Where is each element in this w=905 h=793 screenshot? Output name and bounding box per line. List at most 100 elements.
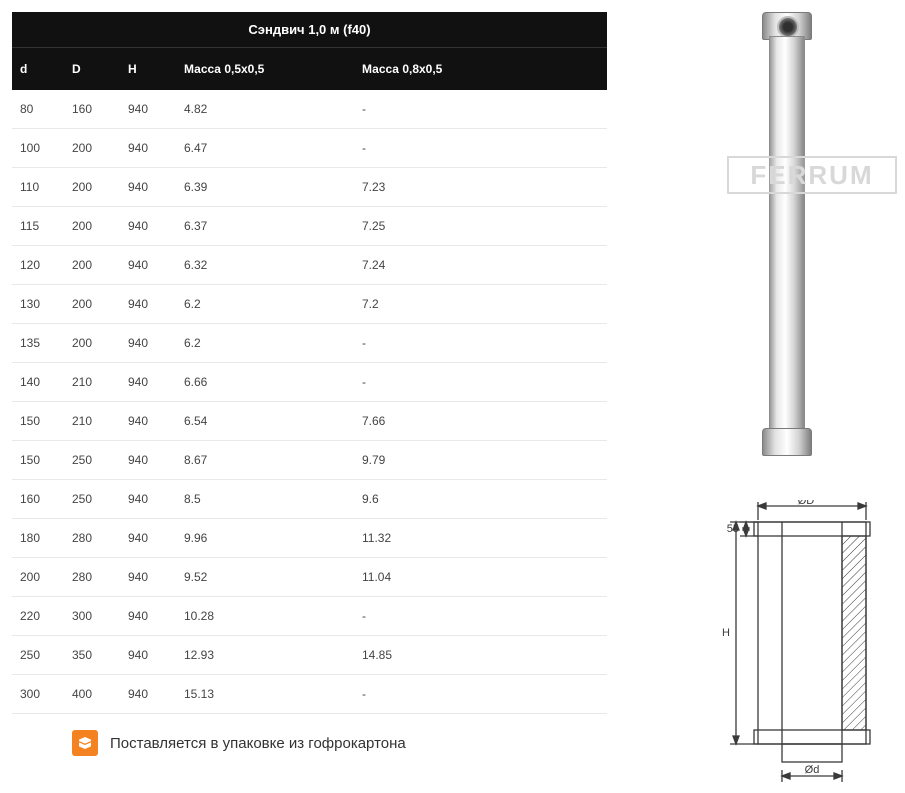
table-cell: 150 (12, 402, 64, 441)
table-cell: 6.2 (176, 285, 354, 324)
table-row: 1802809409.9611.32 (12, 519, 607, 558)
table-cell: 940 (120, 675, 176, 714)
table-cell: 12.93 (176, 636, 354, 675)
label-outer-d: ØD (798, 500, 815, 507)
table-cell: 210 (64, 363, 120, 402)
table-cell: 7.66 (354, 402, 607, 441)
table-row: 1152009406.377.25 (12, 207, 607, 246)
table-cell: 115 (12, 207, 64, 246)
packaging-note-text: Поставляется в упаковке из гофрокартона (110, 735, 406, 752)
table-cell: 120 (12, 246, 64, 285)
table-cell: 940 (120, 597, 176, 636)
table-row: 1602509408.59.6 (12, 480, 607, 519)
table-cell: 200 (64, 168, 120, 207)
table-cell: 940 (120, 480, 176, 519)
table-cell: 140 (12, 363, 64, 402)
product-photo (732, 2, 847, 462)
table-cell: - (354, 129, 607, 168)
table-row: 1302009406.27.2 (12, 285, 607, 324)
table-cell: 11.04 (354, 558, 607, 597)
table-header-row: dDHМасса 0,5х0,5Масса 0,8х0,5 (12, 48, 607, 91)
table-row: 2002809409.5211.04 (12, 558, 607, 597)
packaging-note: Поставляется в упаковке из гофрокартона (72, 730, 622, 756)
table-cell: - (354, 90, 607, 129)
table-cell: - (354, 597, 607, 636)
table-cell: 940 (120, 207, 176, 246)
schematic-drawing: ØD (700, 500, 890, 785)
table-row: 1402109406.66- (12, 363, 607, 402)
table-cell: 6.32 (176, 246, 354, 285)
table-row: 25035094012.9314.85 (12, 636, 607, 675)
table-cell: 940 (120, 324, 176, 363)
table-cell: 280 (64, 558, 120, 597)
pipe-bottom-cap (762, 428, 812, 456)
table-cell: 6.54 (176, 402, 354, 441)
table-cell: 14.85 (354, 636, 607, 675)
table-row: 1202009406.327.24 (12, 246, 607, 285)
visuals-region: FERRUM ØD (622, 0, 905, 793)
table-cell: 7.2 (354, 285, 607, 324)
column-header: D (64, 48, 120, 91)
table-cell: 160 (12, 480, 64, 519)
table-cell: 940 (120, 519, 176, 558)
table-cell: 940 (120, 441, 176, 480)
column-header: H (120, 48, 176, 91)
table-row: 22030094010.28- (12, 597, 607, 636)
table-cell: 250 (12, 636, 64, 675)
table-cell: 80 (12, 90, 64, 129)
table-row: 1002009406.47- (12, 129, 607, 168)
table-cell: 6.2 (176, 324, 354, 363)
table-row: 1502109406.547.66 (12, 402, 607, 441)
table-cell: 940 (120, 285, 176, 324)
table-cell: 300 (64, 597, 120, 636)
label-inner-d: Ød (805, 764, 820, 776)
table-row: 1102009406.397.23 (12, 168, 607, 207)
pipe-body (769, 36, 805, 434)
table-cell: 100 (12, 129, 64, 168)
table-cell: 400 (64, 675, 120, 714)
table-cell: 9.96 (176, 519, 354, 558)
table-cell: 4.82 (176, 90, 354, 129)
table-cell: 7.25 (354, 207, 607, 246)
table-cell: 940 (120, 636, 176, 675)
brand-watermark: FERRUM (727, 156, 897, 194)
table-cell: 130 (12, 285, 64, 324)
table-cell: 6.66 (176, 363, 354, 402)
table-cell: 250 (64, 480, 120, 519)
table-cell: 280 (64, 519, 120, 558)
table-cell: - (354, 363, 607, 402)
column-header: Масса 0,8х0,5 (354, 48, 607, 91)
table-cell: - (354, 675, 607, 714)
table-cell: 8.67 (176, 441, 354, 480)
table-cell: 160 (64, 90, 120, 129)
table-cell: 10.28 (176, 597, 354, 636)
table-cell: 940 (120, 363, 176, 402)
pipe-hole (777, 16, 799, 38)
table-region: Сэндвич 1,0 м (f40) dDHМасса 0,5х0,5Масс… (0, 0, 622, 793)
table-cell: 6.39 (176, 168, 354, 207)
table-cell: 200 (12, 558, 64, 597)
table-cell: 15.13 (176, 675, 354, 714)
table-cell: 9.6 (354, 480, 607, 519)
table-cell: 940 (120, 558, 176, 597)
table-cell: 940 (120, 129, 176, 168)
table-cell: 11.32 (354, 519, 607, 558)
table-cell: 940 (120, 168, 176, 207)
table-cell: - (354, 324, 607, 363)
table-row: 1502509408.679.79 (12, 441, 607, 480)
table-cell: 200 (64, 285, 120, 324)
table-cell: 200 (64, 246, 120, 285)
table-cell: 7.23 (354, 168, 607, 207)
table-cell: 250 (64, 441, 120, 480)
table-cell: 940 (120, 246, 176, 285)
table-cell: 180 (12, 519, 64, 558)
table-cell: 940 (120, 402, 176, 441)
table-cell: 150 (12, 441, 64, 480)
table-cell: 9.52 (176, 558, 354, 597)
table-cell: 220 (12, 597, 64, 636)
table-cell: 210 (64, 402, 120, 441)
table-cell: 940 (120, 90, 176, 129)
table-cell: 110 (12, 168, 64, 207)
table-row: 1352009406.2- (12, 324, 607, 363)
table-cell: 9.79 (354, 441, 607, 480)
